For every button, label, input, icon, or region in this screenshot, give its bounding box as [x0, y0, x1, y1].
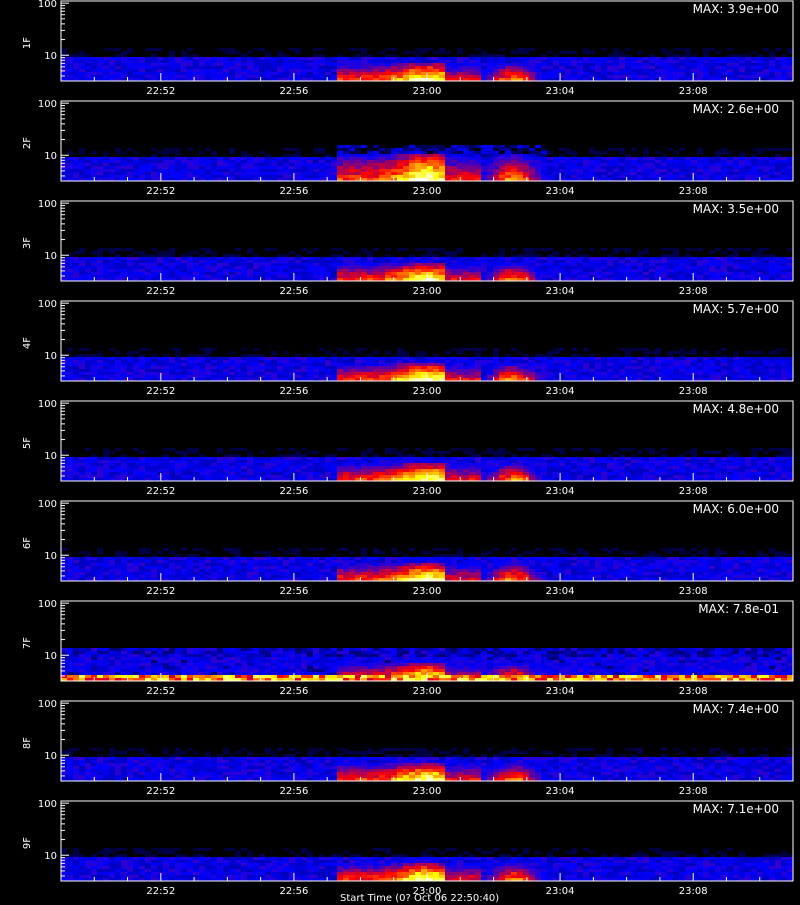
- x-tick-label: 23:00: [413, 586, 442, 597]
- x-tick-label: 23:08: [679, 286, 708, 297]
- y-tick-label: 100: [38, 799, 57, 810]
- x-tick-label: 23:08: [679, 886, 708, 897]
- y-tick-label: 10: [44, 651, 57, 662]
- x-tick-label: 22:52: [146, 786, 175, 797]
- x-tick-label: 23:08: [679, 86, 708, 97]
- max-annotation: MAX: 4.8e+00: [693, 402, 779, 416]
- x-tick-label: 22:52: [146, 486, 175, 497]
- y-tick-label: 10: [44, 851, 57, 862]
- x-tick-label: 23:04: [546, 586, 575, 597]
- x-tick-label: 23:04: [546, 686, 575, 697]
- panel-5F: 10 100 22:52 22:56 23:00 23:04 23:08 5F MAX: 4.8…: [22, 399, 793, 497]
- y-tick-label: 100: [38, 399, 57, 410]
- panel-6F: 10 100 22:52 22:56 23:00 23:04 23:08 6F MAX: 6.0…: [22, 499, 793, 597]
- x-tick-label: 23:00: [413, 286, 442, 297]
- panel-3F: 10 100 22:52 22:56 23:00 23:04 23:08 3F MAX: 3.5…: [22, 199, 793, 297]
- x-tick-label: 22:52: [146, 186, 175, 197]
- x-tick-label: 23:08: [679, 686, 708, 697]
- x-tick-label: 23:00: [413, 86, 442, 97]
- y-tick-label: 100: [38, 199, 57, 210]
- x-tick-label: 23:04: [546, 86, 575, 97]
- x-tick-label: 22:52: [146, 286, 175, 297]
- x-tick-label: 22:56: [279, 586, 308, 597]
- max-annotation: MAX: 3.5e+00: [693, 202, 779, 216]
- y-tick-label: 10: [44, 551, 57, 562]
- x-tick-label: 22:56: [279, 186, 308, 197]
- panel-label: 7F: [22, 637, 33, 649]
- y-tick-label: 10: [44, 151, 57, 162]
- panel-label: 6F: [22, 537, 33, 549]
- max-annotation: MAX: 7.1e+00: [693, 802, 779, 816]
- x-tick-label: 22:56: [279, 86, 308, 97]
- x-tick-label: 23:00: [413, 686, 442, 697]
- panel-label: 5F: [22, 437, 33, 449]
- x-tick-label: 23:00: [413, 486, 442, 497]
- x-tick-label: 22:56: [279, 286, 308, 297]
- panel-label: 8F: [22, 737, 33, 749]
- panel-2F: 10 100 22:52 22:56 23:00 23:04 23:08 2F MAX: 2.6…: [22, 99, 793, 197]
- x-axis-title: Start Time (0? Oct 06 22:50:40): [340, 893, 540, 905]
- x-tick-label: 23:00: [413, 386, 442, 397]
- max-annotation: MAX: 7.8e-01: [698, 602, 779, 616]
- panel-label: 1F: [22, 37, 33, 49]
- x-tick-label: 22:56: [279, 786, 308, 797]
- y-tick-label: 10: [44, 351, 57, 362]
- x-tick-label: 22:52: [146, 886, 175, 897]
- x-tick-label: 22:56: [279, 886, 308, 897]
- max-annotation: MAX: 7.4e+00: [693, 702, 779, 716]
- x-tick-label: 22:52: [146, 586, 175, 597]
- max-annotation: MAX: 5.7e+00: [693, 302, 779, 316]
- panel-label: 2F: [22, 137, 33, 149]
- x-tick-label: 23:04: [546, 286, 575, 297]
- x-tick-label: 23:08: [679, 386, 708, 397]
- y-tick-label: 100: [38, 0, 57, 10]
- x-tick-label: 23:00: [413, 186, 442, 197]
- y-tick-label: 10: [44, 251, 57, 262]
- panel-1F: 10 100 22:52 22:56 23:00 23:04 23:08 1F MAX: 3.9…: [22, 0, 793, 97]
- y-tick-label: 10: [44, 751, 57, 762]
- y-tick-label: 100: [38, 499, 57, 510]
- x-tick-label: 23:08: [679, 486, 708, 497]
- x-tick-label: 23:04: [546, 486, 575, 497]
- y-tick-label: 100: [38, 299, 57, 310]
- max-annotation: MAX: 3.9e+00: [693, 2, 779, 16]
- x-tick-label: 23:00: [413, 786, 442, 797]
- panel-label: 9F: [22, 837, 33, 849]
- x-tick-label: 23:04: [546, 786, 575, 797]
- x-tick-label: 23:08: [679, 586, 708, 597]
- x-tick-label: 22:56: [279, 486, 308, 497]
- x-tick-label: 22:52: [146, 686, 175, 697]
- y-tick-label: 100: [38, 599, 57, 610]
- max-annotation: MAX: 2.6e+00: [693, 102, 779, 116]
- panel-label: 4F: [22, 337, 33, 349]
- x-tick-label: 23:08: [679, 786, 708, 797]
- panel-8F: 10 100 22:52 22:56 23:00 23:04 23:08 8F MAX: 7.4…: [22, 699, 793, 797]
- y-tick-label: 100: [38, 699, 57, 710]
- x-tick-label: 23:08: [679, 186, 708, 197]
- x-tick-label: 22:56: [279, 686, 308, 697]
- y-tick-label: 10: [44, 451, 57, 462]
- panel-label: 3F: [22, 237, 33, 249]
- y-tick-label: 10: [44, 51, 57, 62]
- y-tick-label: 100: [38, 99, 57, 110]
- panel-4F: 10 100 22:52 22:56 23:00 23:04 23:08 4F MAX: 5.7…: [22, 299, 793, 397]
- x-tick-label: 23:04: [546, 386, 575, 397]
- x-tick-label: 22:52: [146, 386, 175, 397]
- max-annotation: MAX: 6.0e+00: [693, 502, 779, 516]
- x-tick-label: 23:04: [546, 186, 575, 197]
- panel-7F: 10 100 22:52 22:56 23:00 23:04 23:08 7F MAX: 7.8…: [22, 599, 793, 697]
- x-tick-label: 22:56: [279, 386, 308, 397]
- x-tick-label: 23:04: [546, 886, 575, 897]
- x-tick-label: 22:52: [146, 86, 175, 97]
